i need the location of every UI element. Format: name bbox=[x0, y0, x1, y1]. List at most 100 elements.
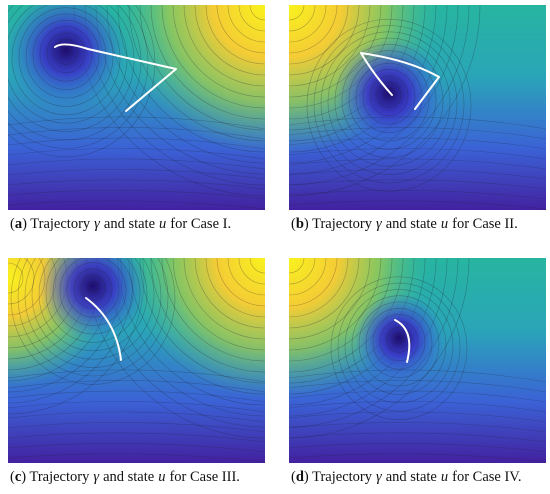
contour-panel bbox=[8, 258, 265, 463]
caption-symbol: u bbox=[441, 216, 448, 232]
trajectory bbox=[394, 319, 411, 363]
contour-line bbox=[8, 158, 265, 170]
contour-line bbox=[344, 289, 454, 404]
contour-line bbox=[393, 333, 405, 345]
contour-panel bbox=[289, 5, 546, 210]
contour-line bbox=[358, 301, 440, 387]
contour-line bbox=[80, 274, 106, 301]
contour-line bbox=[8, 5, 128, 124]
contour-line bbox=[306, 18, 472, 192]
contour-line bbox=[8, 453, 265, 463]
caption-paren: ) bbox=[21, 469, 29, 485]
caption-paren: ) bbox=[22, 216, 30, 232]
contour-line bbox=[8, 179, 265, 190]
caption: (d) Trajectory γ and state u for Case IV. bbox=[291, 469, 522, 485]
contour-line bbox=[38, 258, 148, 352]
contour-line bbox=[8, 411, 265, 423]
caption-symbol: u bbox=[159, 216, 166, 232]
contour-line bbox=[8, 137, 265, 150]
contour-line bbox=[60, 45, 72, 57]
contour-line bbox=[369, 75, 409, 117]
caption-text: Trajectory bbox=[312, 216, 373, 232]
trajectory bbox=[360, 52, 440, 110]
low-region bbox=[8, 5, 126, 110]
caption-paren: ( bbox=[10, 216, 15, 232]
contour-line bbox=[320, 31, 458, 175]
caption-paren: ) bbox=[304, 469, 312, 485]
contour-line bbox=[8, 390, 265, 403]
contour-line bbox=[289, 390, 546, 403]
contour-line bbox=[10, 258, 176, 385]
contour-line bbox=[8, 369, 265, 383]
contour-line bbox=[8, 169, 265, 180]
contour-line bbox=[341, 50, 437, 150]
caption-text: for Case I. bbox=[170, 216, 231, 232]
contour-line bbox=[289, 116, 546, 130]
high-region bbox=[125, 258, 265, 398]
caption-symbol: u bbox=[441, 469, 448, 485]
caption-symbol: u bbox=[158, 469, 165, 485]
contour-line bbox=[53, 38, 79, 65]
caption-text: Trajectory bbox=[312, 469, 373, 485]
contour-line bbox=[8, 200, 265, 210]
caption-label: d bbox=[296, 469, 304, 485]
contour-line bbox=[8, 116, 265, 130]
contour-line bbox=[386, 326, 412, 353]
trajectory bbox=[54, 43, 177, 112]
caption: (c) Trajectory γ and state u for Case III. bbox=[10, 469, 240, 485]
contour-line bbox=[17, 258, 169, 377]
caption-symbol: γ bbox=[94, 216, 101, 232]
contour-line bbox=[24, 258, 162, 368]
contour-line bbox=[8, 148, 265, 160]
contour-line bbox=[313, 25, 465, 184]
caption-paren: ( bbox=[291, 469, 296, 485]
contour-line bbox=[73, 268, 113, 310]
caption-text: and state bbox=[386, 469, 437, 485]
contour-line bbox=[8, 190, 265, 200]
contour-line bbox=[59, 258, 127, 326]
contour-line bbox=[46, 32, 86, 74]
caption-text: and state bbox=[386, 216, 437, 232]
caption-paren: ) bbox=[304, 216, 312, 232]
contour-line bbox=[52, 258, 134, 335]
caption-text: for Case IV. bbox=[452, 469, 521, 485]
contour-line bbox=[18, 7, 114, 107]
contour-line bbox=[289, 411, 546, 423]
contour-panel bbox=[8, 5, 265, 210]
contour-line bbox=[327, 37, 451, 167]
caption-text: for Case II. bbox=[452, 216, 518, 232]
contour-line bbox=[39, 26, 93, 82]
caption-paren: ( bbox=[291, 216, 296, 232]
contour-line bbox=[289, 158, 546, 170]
caption-text: Trajectory bbox=[30, 216, 91, 232]
caption-text: Trajectory bbox=[29, 469, 90, 485]
contour-line bbox=[11, 5, 121, 116]
contour-line bbox=[351, 295, 447, 395]
contour-line bbox=[25, 13, 107, 99]
contour-line bbox=[8, 422, 265, 433]
contour-line bbox=[355, 62, 423, 133]
contour-line bbox=[31, 258, 155, 360]
caption: (a) Trajectory γ and state u for Case I. bbox=[10, 216, 231, 232]
trajectory bbox=[85, 297, 122, 361]
low-region bbox=[354, 293, 444, 383]
contour-line bbox=[289, 453, 546, 463]
contour-line bbox=[289, 127, 546, 140]
low-region bbox=[38, 258, 148, 341]
contour-line bbox=[334, 44, 444, 159]
contour-line bbox=[289, 443, 546, 453]
caption-text: for Case III. bbox=[169, 469, 239, 485]
contour-line bbox=[289, 137, 546, 150]
caption-label: a bbox=[15, 216, 23, 232]
contour-line bbox=[372, 314, 426, 370]
caption-label: b bbox=[296, 216, 304, 232]
contour-line bbox=[337, 282, 461, 412]
contour-line bbox=[330, 276, 468, 420]
contour-line bbox=[8, 443, 265, 453]
contour-line bbox=[45, 258, 141, 343]
contour-line bbox=[383, 88, 395, 100]
contour-line bbox=[289, 148, 546, 160]
contour-line bbox=[379, 320, 419, 362]
contour-line bbox=[289, 422, 546, 433]
